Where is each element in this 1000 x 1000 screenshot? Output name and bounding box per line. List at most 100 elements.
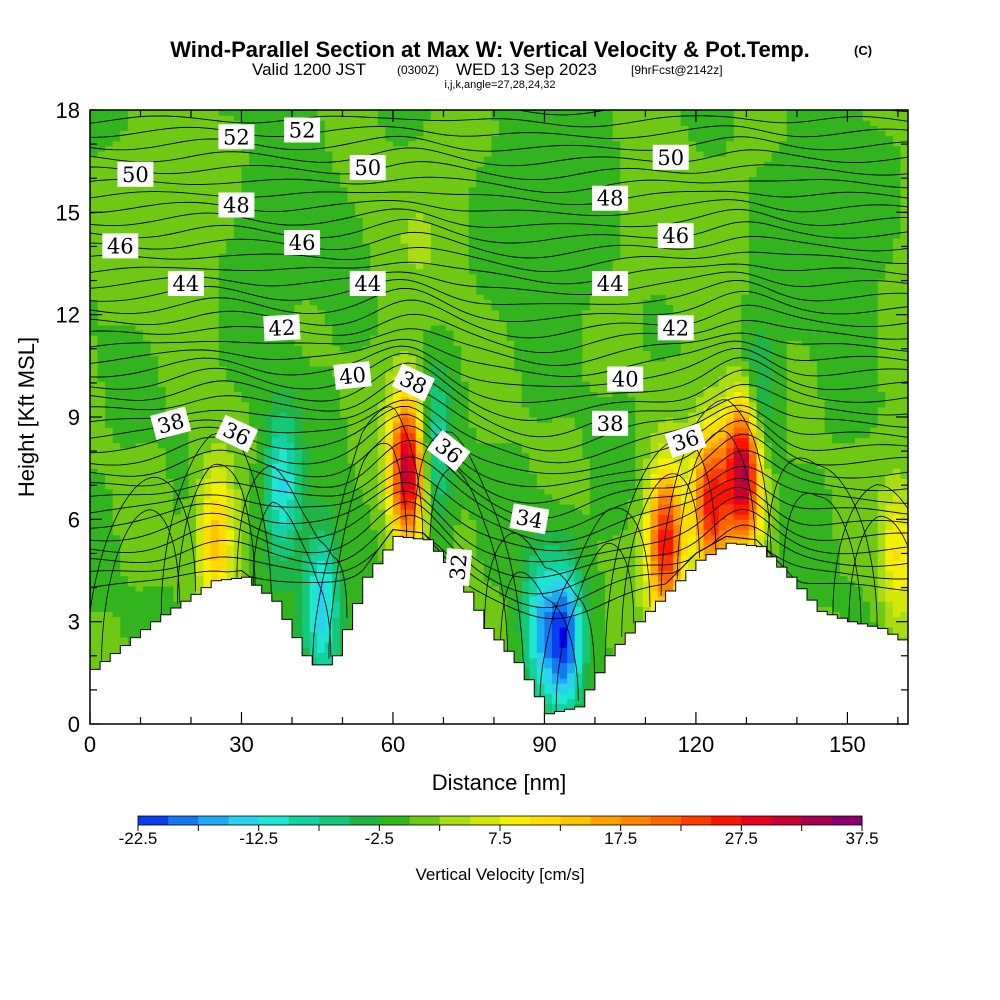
w-cell — [256, 258, 265, 265]
w-cell — [332, 196, 341, 203]
w-cell — [112, 340, 121, 346]
w-cell — [362, 401, 371, 408]
w-cell — [218, 376, 227, 382]
w-cell — [135, 268, 144, 275]
w-cell — [90, 166, 99, 172]
w-cell — [97, 135, 106, 142]
w-cell — [211, 411, 220, 418]
w-cell — [332, 488, 341, 495]
w-cell — [105, 457, 114, 464]
w-cell — [324, 360, 333, 367]
w-cell — [339, 278, 349, 285]
w-cell — [158, 565, 167, 572]
w-cell — [377, 227, 386, 234]
w-cell — [362, 314, 371, 321]
w-cell — [256, 493, 265, 500]
w-cell — [302, 396, 311, 403]
w-cell — [135, 376, 144, 382]
w-cell — [180, 314, 190, 321]
w-cell — [317, 621, 326, 628]
w-cell — [127, 396, 137, 403]
w-cell — [180, 196, 190, 203]
w-cell — [173, 365, 182, 372]
w-cell — [188, 560, 197, 566]
w-cell — [120, 263, 129, 270]
w-cell — [158, 324, 167, 331]
w-cell — [317, 350, 326, 357]
w-cell — [249, 463, 258, 469]
w-cell — [294, 601, 303, 607]
w-cell — [362, 309, 371, 316]
w-cell — [347, 544, 356, 551]
w-cell — [233, 278, 243, 285]
w-cell — [347, 232, 356, 239]
w-cell — [165, 135, 174, 142]
w-cell — [377, 478, 386, 485]
w-cell — [294, 575, 303, 582]
w-cell — [173, 258, 182, 265]
w-cell — [211, 289, 220, 295]
w-cell — [279, 498, 288, 505]
w-cell — [112, 135, 121, 142]
w-cell — [400, 442, 409, 449]
w-cell — [112, 642, 121, 648]
w-cell — [203, 186, 212, 193]
w-cell — [309, 468, 318, 474]
w-cell — [332, 555, 341, 561]
w-cell — [158, 191, 167, 198]
w-cell — [180, 519, 190, 526]
w-cell — [196, 457, 205, 464]
w-cell — [249, 319, 258, 326]
w-cell — [355, 253, 364, 259]
w-cell — [302, 278, 311, 285]
w-cell — [112, 156, 121, 162]
w-cell — [347, 294, 356, 300]
w-cell — [271, 447, 280, 454]
w-cell — [218, 555, 227, 561]
w-cell — [196, 539, 205, 546]
w-cell — [120, 544, 129, 551]
w-cell — [188, 330, 197, 336]
w-cell — [97, 263, 106, 270]
w-cell — [203, 278, 212, 285]
w-cell — [324, 335, 333, 341]
w-cell — [127, 156, 137, 162]
w-cell — [135, 468, 144, 474]
w-cell — [347, 417, 356, 423]
w-cell — [355, 110, 364, 116]
w-cell — [339, 130, 349, 137]
w-cell — [150, 447, 159, 454]
w-cell — [120, 524, 129, 531]
w-cell — [158, 493, 167, 500]
w-cell — [218, 360, 227, 367]
w-cell — [324, 191, 333, 198]
w-cell — [256, 171, 265, 178]
w-cell — [264, 376, 273, 382]
w-cell — [165, 580, 174, 587]
w-cell — [211, 463, 220, 469]
w-cell — [286, 202, 296, 208]
w-cell — [256, 319, 265, 326]
w-cell — [90, 437, 99, 444]
w-cell — [143, 514, 152, 520]
w-cell — [241, 324, 250, 331]
w-cell — [188, 478, 197, 485]
w-cell — [173, 171, 182, 178]
w-cell — [249, 278, 258, 285]
w-cell — [120, 258, 129, 265]
w-cell — [180, 524, 190, 531]
w-cell — [150, 248, 159, 254]
w-cell — [241, 488, 250, 495]
w-cell — [355, 181, 364, 188]
w-cell — [105, 120, 114, 126]
w-cell — [339, 314, 349, 321]
w-cell — [324, 626, 333, 633]
w-cell — [286, 509, 296, 515]
w-cell — [233, 386, 243, 393]
w-cell — [127, 447, 137, 454]
w-cell — [143, 478, 152, 485]
w-cell — [90, 355, 99, 362]
w-cell — [203, 442, 212, 449]
w-cell — [158, 217, 167, 224]
w-cell — [332, 248, 341, 254]
